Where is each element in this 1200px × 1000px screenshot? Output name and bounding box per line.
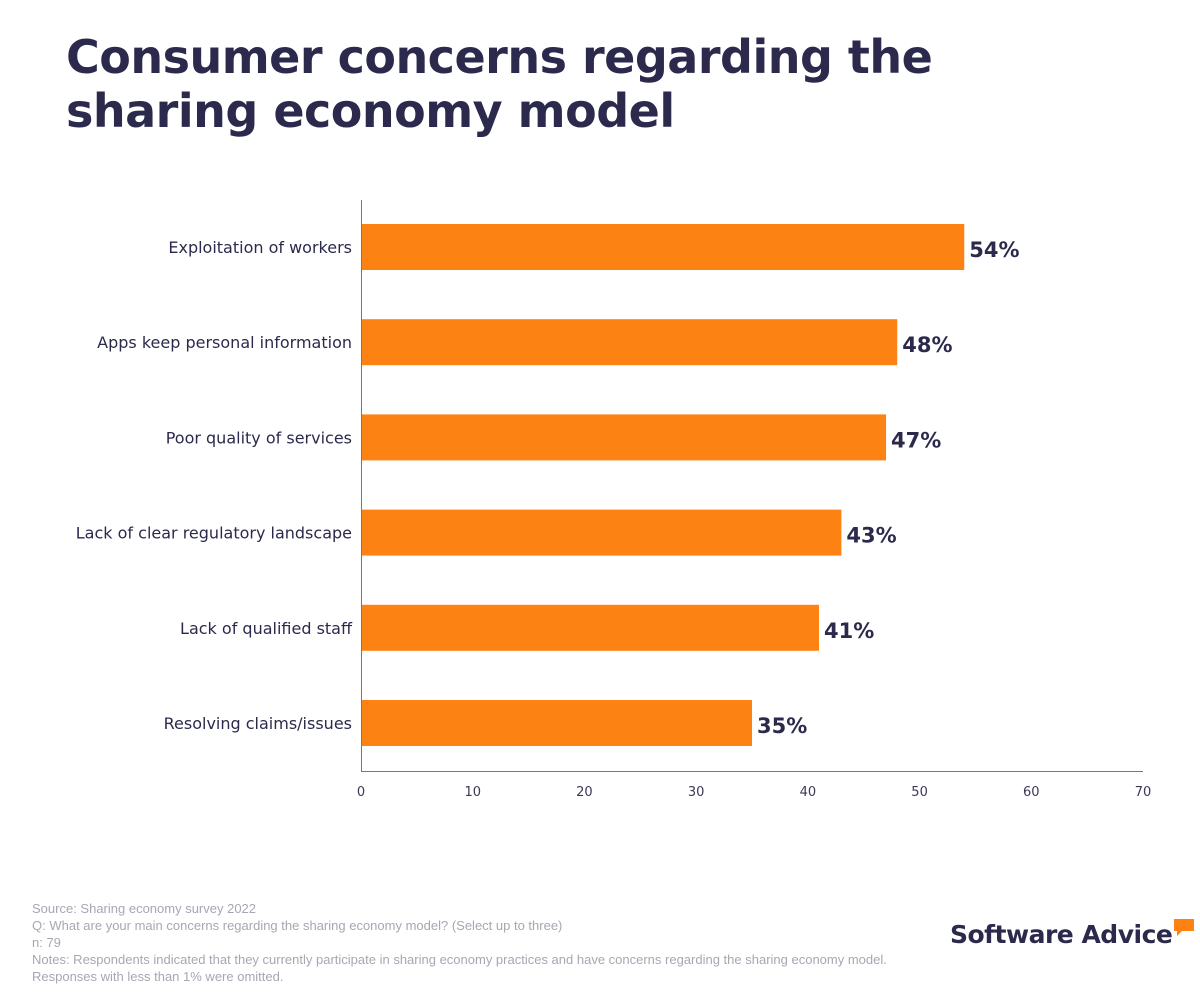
x-tick-label: 70 bbox=[1135, 785, 1152, 800]
speech-bubble-icon bbox=[1174, 919, 1195, 936]
value-label: 35% bbox=[757, 714, 807, 738]
x-tick-label: 30 bbox=[688, 785, 705, 800]
category-labels: Exploitation of workers Apps keep persona… bbox=[76, 238, 353, 733]
value-label: 48% bbox=[902, 333, 952, 357]
value-label: 54% bbox=[969, 238, 1019, 262]
category-label: Apps keep personal information bbox=[97, 333, 352, 352]
brand-name: Software Advice bbox=[950, 920, 1173, 949]
bar-chart: Exploitation of workers Apps keep persona… bbox=[76, 200, 1151, 800]
value-label: 41% bbox=[824, 619, 874, 643]
x-tick-label: 10 bbox=[464, 785, 481, 800]
category-label: Resolving claims/issues bbox=[164, 714, 352, 733]
x-axis-ticks: 0 10 20 30 40 50 60 70 bbox=[357, 785, 1151, 800]
bar bbox=[362, 224, 965, 270]
chart-title: Consumer concerns regarding the sharing … bbox=[66, 30, 933, 138]
bar bbox=[362, 414, 887, 461]
bars bbox=[362, 224, 965, 746]
question-note: Q: What are your main concerns regarding… bbox=[32, 918, 563, 933]
bar bbox=[362, 319, 898, 366]
x-tick-label: 40 bbox=[800, 785, 817, 800]
footer-notes: Source: Sharing economy survey 2022 Q: W… bbox=[32, 900, 892, 985]
notes-text: Notes: Respondents indicated that they c… bbox=[32, 952, 887, 984]
value-labels: 54% 48% 47% 43% 41% 35% bbox=[757, 238, 1020, 738]
value-label: 47% bbox=[891, 428, 941, 452]
bar bbox=[362, 604, 820, 651]
category-label: Poor quality of services bbox=[166, 428, 352, 447]
bar bbox=[362, 509, 842, 556]
category-label: Exploitation of workers bbox=[168, 238, 352, 257]
x-tick-label: 60 bbox=[1023, 785, 1040, 800]
bar bbox=[362, 700, 752, 746]
category-label: Lack of clear regulatory landscape bbox=[76, 524, 352, 543]
x-tick-label: 20 bbox=[576, 785, 593, 800]
x-tick-label: 0 bbox=[357, 785, 365, 800]
category-label: Lack of qualified staff bbox=[180, 619, 353, 638]
value-label: 43% bbox=[846, 524, 896, 548]
sample-size-note: n: 79 bbox=[32, 935, 61, 950]
x-tick-label: 50 bbox=[911, 785, 928, 800]
source-note: Source: Sharing economy survey 2022 bbox=[32, 901, 257, 916]
software-advice-logo: Software Advice bbox=[950, 919, 1195, 949]
